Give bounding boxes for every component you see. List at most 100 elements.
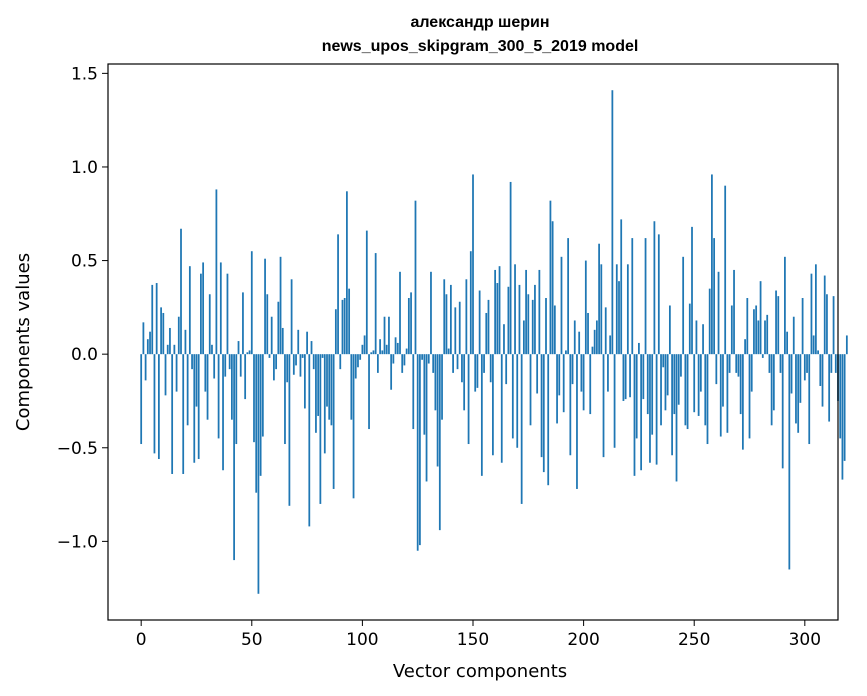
x-tick-label: 150 <box>457 630 489 650</box>
bar-component-110 <box>383 316 386 355</box>
bar-component-187 <box>553 305 556 355</box>
bar-component-283 <box>766 314 769 355</box>
bar-component-298 <box>799 354 802 403</box>
bar-component-84 <box>326 354 328 407</box>
bar-component-53 <box>257 354 260 594</box>
bar-component-165 <box>505 354 508 385</box>
bar-component-239 <box>668 305 671 355</box>
bar-component-77 <box>310 341 313 355</box>
x-axis-label: Vector components <box>393 661 567 682</box>
bar-component-310 <box>826 294 828 355</box>
bar-component-51 <box>253 354 255 443</box>
bar-component-278 <box>755 305 758 355</box>
bar-component-122 <box>410 292 412 355</box>
bar-component-158 <box>489 354 492 383</box>
bar-component-307 <box>819 354 822 386</box>
bar-component-196 <box>573 320 576 355</box>
bar-component-301 <box>806 354 808 373</box>
bar-component-216 <box>618 281 620 355</box>
bar-component-96 <box>352 354 355 499</box>
bar-component-228 <box>644 238 647 355</box>
bar-component-146 <box>463 354 466 411</box>
bar-component-132 <box>432 354 435 373</box>
bar-component-249 <box>691 226 693 355</box>
bar-component-35 <box>217 354 220 439</box>
bar-component-31 <box>208 294 211 355</box>
bar-component-299 <box>801 298 804 355</box>
bar-component-73 <box>301 354 304 358</box>
bar-component-250 <box>693 354 696 413</box>
bar-component-192 <box>565 350 567 355</box>
bar-component-24 <box>193 354 196 463</box>
bar-component-145 <box>461 354 463 383</box>
bar-component-45 <box>239 354 242 377</box>
bar-component-49 <box>248 350 251 355</box>
bar-component-210 <box>604 307 607 355</box>
bar-component-224 <box>635 354 638 439</box>
bar-component-266 <box>728 354 731 373</box>
bar-component-173 <box>522 320 525 355</box>
bar-component-232 <box>653 221 656 355</box>
bar-component-311 <box>828 354 831 422</box>
bar-component-236 <box>662 354 665 368</box>
bar-series <box>140 90 848 594</box>
bar-component-22 <box>188 266 191 355</box>
bar-component-230 <box>649 354 651 463</box>
bar-component-131 <box>430 271 432 355</box>
bar-component-305 <box>814 264 817 355</box>
bar-component-37 <box>222 354 224 471</box>
bar-component-20 <box>184 329 187 355</box>
bar-component-256 <box>706 354 709 445</box>
bar-component-71 <box>297 329 300 355</box>
bar-component-203 <box>589 354 592 415</box>
bar-component-276 <box>750 354 753 392</box>
bar-component-220 <box>626 264 629 355</box>
bar-component-238 <box>666 354 669 396</box>
bar-component-140 <box>449 284 452 355</box>
bar-component-100 <box>361 344 364 355</box>
bar-component-212 <box>609 335 612 355</box>
bar-component-251 <box>695 320 698 355</box>
bar-component-181 <box>540 354 543 458</box>
bar-component-296 <box>795 354 797 424</box>
bar-component-270 <box>737 354 740 377</box>
bar-component-267 <box>730 305 733 355</box>
bar-component-151 <box>474 354 477 392</box>
bar-component-162 <box>498 266 501 355</box>
bar-component-264 <box>724 185 727 355</box>
bar-component-61 <box>275 354 278 370</box>
bar-component-167 <box>509 181 512 355</box>
bar-component-175 <box>527 294 530 355</box>
bar-component-160 <box>494 269 497 355</box>
bar-component-293 <box>788 354 791 570</box>
bar-component-312 <box>830 354 833 373</box>
bar-component-14 <box>171 354 174 474</box>
bar-component-178 <box>534 284 536 355</box>
bar-component-108 <box>379 339 381 355</box>
bar-component-260 <box>715 354 718 385</box>
bar-component-247 <box>686 354 689 430</box>
bar-component-193 <box>567 238 570 355</box>
bar-component-202 <box>587 312 589 355</box>
bar-component-159 <box>492 354 494 456</box>
bar-component-309 <box>823 275 826 355</box>
bar-component-237 <box>664 354 667 411</box>
bar-component-281 <box>761 354 764 358</box>
bar-component-254 <box>702 324 704 355</box>
bar-component-92 <box>343 298 346 355</box>
bar-component-262 <box>719 354 722 437</box>
bar-component-188 <box>556 354 558 424</box>
bar-component-163 <box>500 354 503 463</box>
bar-component-138 <box>445 294 448 355</box>
bar-component-234 <box>657 234 660 355</box>
bar-component-273 <box>744 339 746 355</box>
bar-component-105 <box>372 350 375 355</box>
bar-component-137 <box>443 279 446 355</box>
bar-component-242 <box>675 354 678 482</box>
bar-component-190 <box>560 256 563 355</box>
bar-component-176 <box>529 354 532 426</box>
bar-component-255 <box>704 354 707 426</box>
bar-component-88 <box>334 309 337 355</box>
bar-component-221 <box>629 354 631 398</box>
